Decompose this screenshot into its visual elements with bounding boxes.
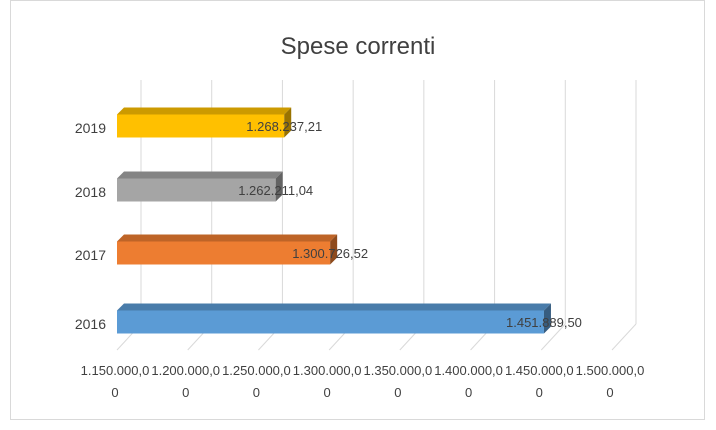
bar-top-face bbox=[117, 107, 292, 115]
x-tick-label: 1.150.000,0 bbox=[81, 363, 150, 378]
x-tick-label: 0 bbox=[111, 385, 118, 400]
bar bbox=[117, 310, 544, 334]
category-label: 2017 bbox=[75, 247, 106, 263]
x-tick-label: 0 bbox=[182, 385, 189, 400]
data-label: 1.268.237,21 bbox=[246, 119, 322, 134]
bar-top-face bbox=[117, 171, 283, 179]
x-tick-label: 1.300.000,0 bbox=[293, 363, 362, 378]
data-label: 1.262.211,04 bbox=[238, 183, 313, 198]
category-label: 2018 bbox=[75, 184, 106, 200]
x-tick-label: 1.400.000,0 bbox=[434, 363, 503, 378]
bar-end-face bbox=[330, 234, 338, 265]
x-tick-label: 1.200.000,0 bbox=[151, 363, 220, 378]
x-tick-label: 1.250.000,0 bbox=[222, 363, 291, 378]
bar-top-face bbox=[117, 234, 338, 242]
data-label: 1.300.726,52 bbox=[292, 246, 368, 261]
x-tick-label: 0 bbox=[394, 385, 401, 400]
x-tick-label: 1.500.000,0 bbox=[576, 363, 645, 378]
x-tick-label: 0 bbox=[606, 385, 613, 400]
chart-title: Spese correnti bbox=[280, 33, 436, 60]
data-label: 1.451.889,50 bbox=[506, 315, 582, 330]
floor-gridline bbox=[611, 323, 637, 351]
chart-frame bbox=[10, 0, 705, 420]
x-tick-label: 0 bbox=[536, 385, 543, 400]
bar-end-face bbox=[275, 171, 283, 202]
bar bbox=[117, 114, 285, 138]
bar bbox=[117, 241, 331, 265]
x-tick-label: 1.350.000,0 bbox=[364, 363, 433, 378]
x-tick-label: 0 bbox=[253, 385, 260, 400]
bar-top-face bbox=[117, 303, 551, 311]
category-label: 2016 bbox=[75, 316, 106, 332]
bar bbox=[117, 178, 276, 202]
x-tick-label: 1.450.000,0 bbox=[505, 363, 574, 378]
x-tick-label: 0 bbox=[465, 385, 472, 400]
bar-end-face bbox=[284, 107, 292, 138]
floor-gridline bbox=[540, 323, 566, 351]
x-tick-label: 0 bbox=[324, 385, 331, 400]
bar-end-face bbox=[543, 303, 551, 334]
category-label: 2019 bbox=[75, 120, 106, 136]
